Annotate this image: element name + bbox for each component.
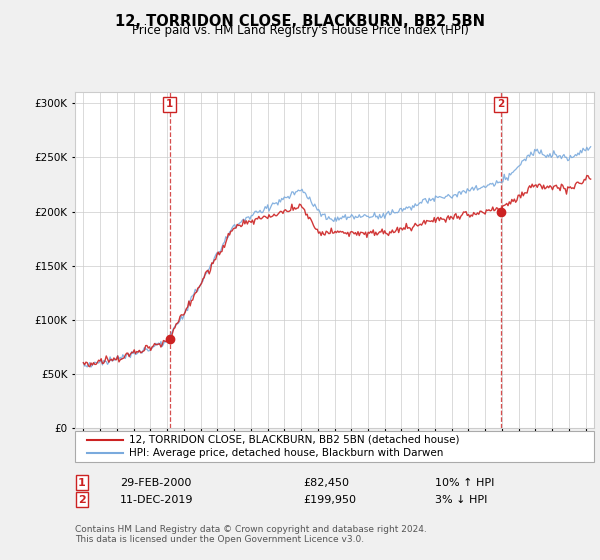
Text: £82,450: £82,450 (303, 478, 349, 488)
Text: 1: 1 (166, 99, 173, 109)
Text: 3% ↓ HPI: 3% ↓ HPI (435, 494, 487, 505)
Text: 29-FEB-2000: 29-FEB-2000 (120, 478, 191, 488)
Text: £199,950: £199,950 (303, 494, 356, 505)
Text: HPI: Average price, detached house, Blackburn with Darwen: HPI: Average price, detached house, Blac… (129, 449, 443, 459)
Text: 10% ↑ HPI: 10% ↑ HPI (435, 478, 494, 488)
Text: Contains HM Land Registry data © Crown copyright and database right 2024.
This d: Contains HM Land Registry data © Crown c… (75, 525, 427, 544)
Text: Price paid vs. HM Land Registry's House Price Index (HPI): Price paid vs. HM Land Registry's House … (131, 24, 469, 38)
Text: 12, TORRIDON CLOSE, BLACKBURN, BB2 5BN: 12, TORRIDON CLOSE, BLACKBURN, BB2 5BN (115, 14, 485, 29)
Text: 2: 2 (497, 99, 504, 109)
Text: 2: 2 (78, 494, 86, 505)
Text: 1: 1 (78, 478, 86, 488)
Text: 11-DEC-2019: 11-DEC-2019 (120, 494, 193, 505)
Text: 12, TORRIDON CLOSE, BLACKBURN, BB2 5BN (detached house): 12, TORRIDON CLOSE, BLACKBURN, BB2 5BN (… (129, 435, 460, 445)
